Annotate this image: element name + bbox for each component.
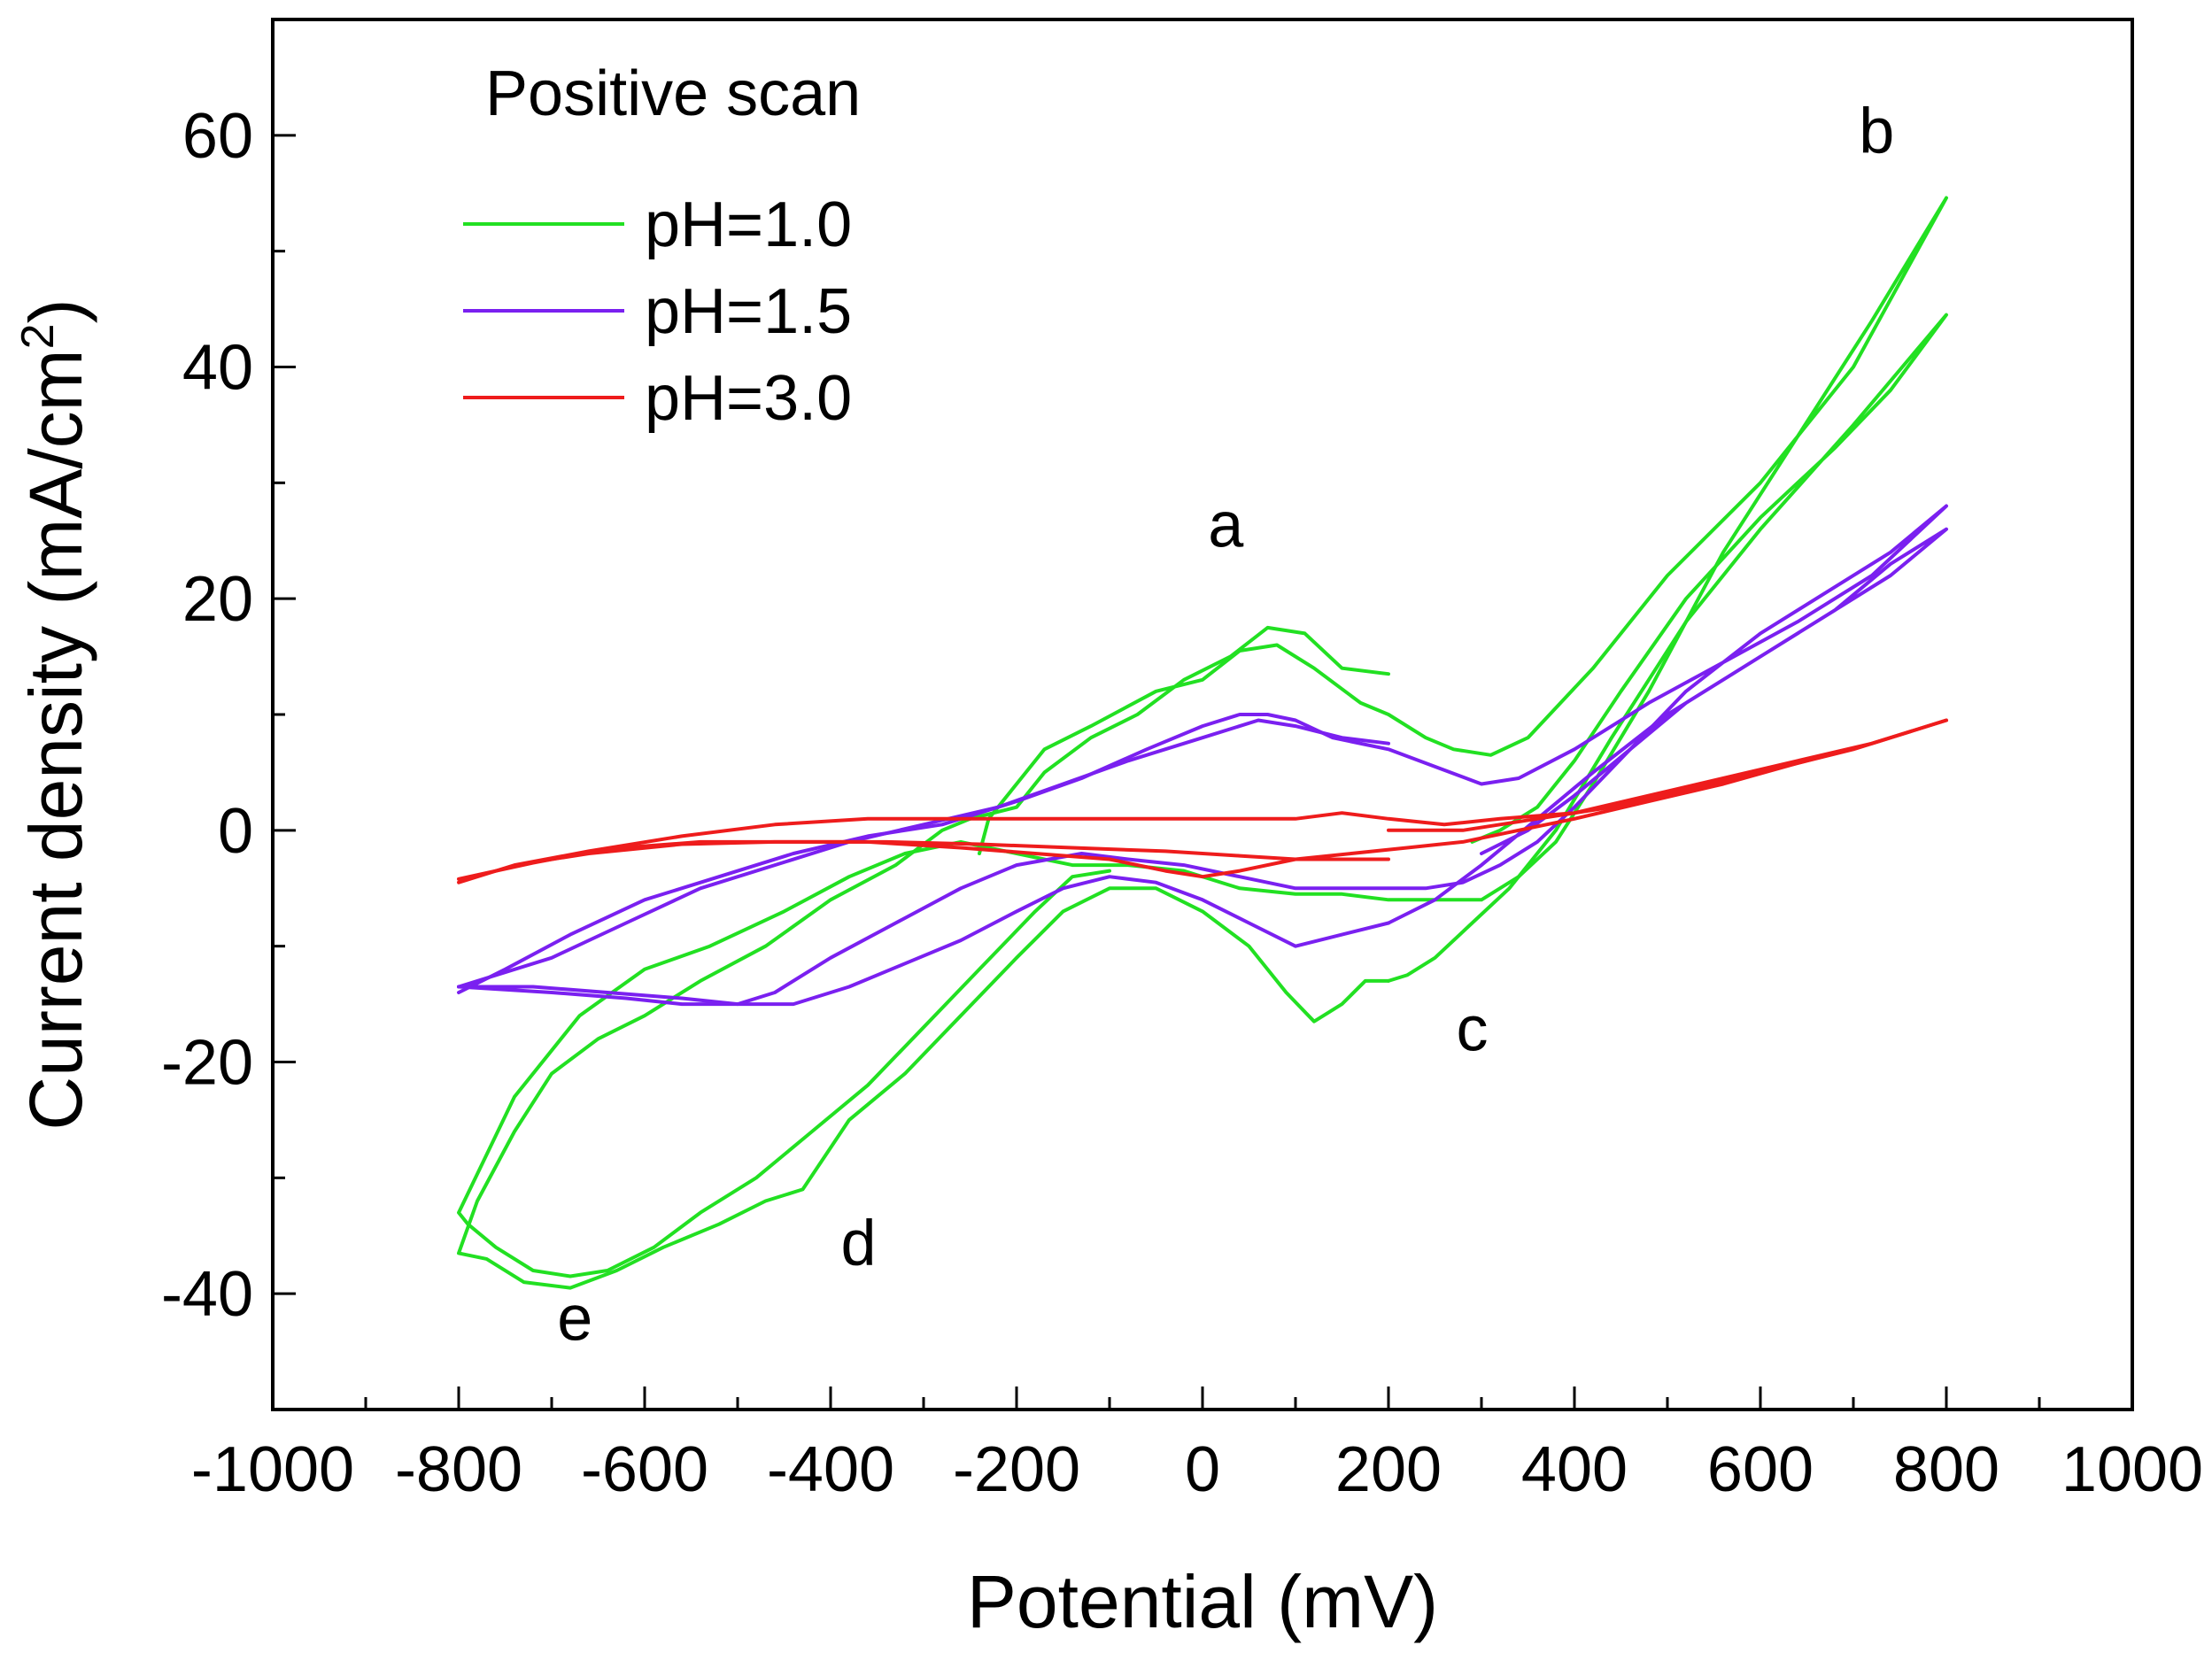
series-pH=1.5 bbox=[457, 504, 1948, 1007]
series-line bbox=[457, 839, 1390, 881]
series-pH=3.0 bbox=[457, 718, 1948, 884]
x-tick-label: -200 bbox=[953, 1434, 1080, 1505]
series-line bbox=[968, 625, 1390, 821]
series-line bbox=[1387, 527, 1948, 925]
x-tick-label: 200 bbox=[1335, 1434, 1442, 1505]
y-axis-title-main: Current density (mA/cm bbox=[14, 349, 97, 1130]
series-line bbox=[457, 875, 1390, 1007]
series-line bbox=[457, 196, 1948, 1278]
x-tick-label: -800 bbox=[395, 1434, 522, 1505]
y-tick-label: -40 bbox=[161, 1259, 253, 1330]
x-tick-label: -400 bbox=[767, 1434, 894, 1505]
y-axis-title-superscript: 2 bbox=[12, 323, 64, 349]
x-tick-label: 600 bbox=[1707, 1434, 1814, 1505]
annotation-label: e bbox=[557, 1284, 592, 1355]
y-axis-ticks: -40 -20 0 20 40 60 bbox=[161, 18, 296, 1411]
data-curves bbox=[457, 196, 1948, 1290]
point-annotations: a b c d e bbox=[557, 96, 1894, 1354]
plot-frame bbox=[271, 18, 2134, 1411]
x-tick-label: 400 bbox=[1521, 1434, 1628, 1505]
series-line bbox=[1387, 313, 1948, 983]
series-line bbox=[457, 718, 1948, 884]
x-tick-label: 800 bbox=[1893, 1434, 1999, 1505]
y-tick-label: 60 bbox=[182, 101, 253, 172]
x-tick-label: 0 bbox=[1185, 1434, 1220, 1505]
y-axis-title: Current density (mA/cm2) bbox=[12, 298, 97, 1130]
series-pH=1.0 bbox=[457, 196, 1948, 1290]
x-tick-label: -1000 bbox=[191, 1434, 354, 1505]
legend-label: pH=1.5 bbox=[645, 276, 852, 347]
annotation-label: a bbox=[1208, 490, 1244, 560]
legend-items: pH=1.0 pH=1.5 pH=3.0 bbox=[463, 189, 852, 434]
legend-label: pH=1.0 bbox=[645, 189, 852, 260]
x-tick-label: 1000 bbox=[2061, 1434, 2203, 1505]
annotation-label: c bbox=[1457, 993, 1489, 1064]
x-tick-label: -600 bbox=[581, 1434, 708, 1505]
legend-title: Positive scan bbox=[485, 58, 861, 129]
annotation-label: b bbox=[1859, 96, 1894, 166]
y-axis-title-close: ) bbox=[14, 298, 97, 323]
annotation-label: d bbox=[840, 1208, 876, 1278]
y-tick-label: 40 bbox=[182, 333, 253, 404]
x-axis-ticks: -1000 -800 -600 -400 -200 0 200 400 600 800 1000 bbox=[191, 1387, 2203, 1505]
y-tick-label: -20 bbox=[161, 1028, 253, 1099]
legend-label: pH=3.0 bbox=[645, 363, 852, 434]
y-tick-label: 0 bbox=[218, 796, 253, 867]
x-axis-title: Potential (mV) bbox=[967, 1560, 1438, 1643]
legend: Positive scan pH=1.0 pH=1.5 pH=3.0 bbox=[463, 58, 861, 434]
series-line bbox=[1387, 718, 1948, 832]
series-line bbox=[457, 504, 1948, 1007]
series-line bbox=[457, 718, 1390, 989]
y-tick-label: 20 bbox=[182, 564, 253, 635]
